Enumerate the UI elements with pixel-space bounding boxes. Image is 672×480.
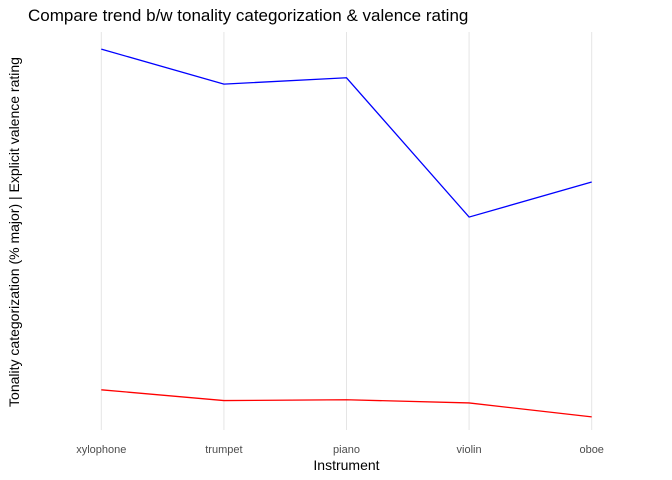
series-line-1 bbox=[101, 48, 592, 218]
series-lines bbox=[101, 48, 592, 418]
y-axis-label: Tonality categorization (% major) | Expl… bbox=[6, 57, 22, 407]
x-tick-labels: xylophone trumpet piano violin oboe bbox=[76, 444, 604, 456]
x-tick-label-violin: violin bbox=[457, 444, 482, 456]
x-tick-label-xylophone: xylophone bbox=[76, 444, 126, 456]
x-tick-label-piano: piano bbox=[333, 444, 360, 456]
chart-title: Compare trend b/w tonality categorizatio… bbox=[28, 6, 468, 25]
x-tick-label-trumpet: trumpet bbox=[205, 444, 242, 456]
x-axis-label: Instrument bbox=[313, 457, 379, 473]
gridlines bbox=[100, 32, 593, 430]
series-line-2 bbox=[101, 389, 592, 418]
x-tick-label-oboe: oboe bbox=[579, 444, 603, 456]
